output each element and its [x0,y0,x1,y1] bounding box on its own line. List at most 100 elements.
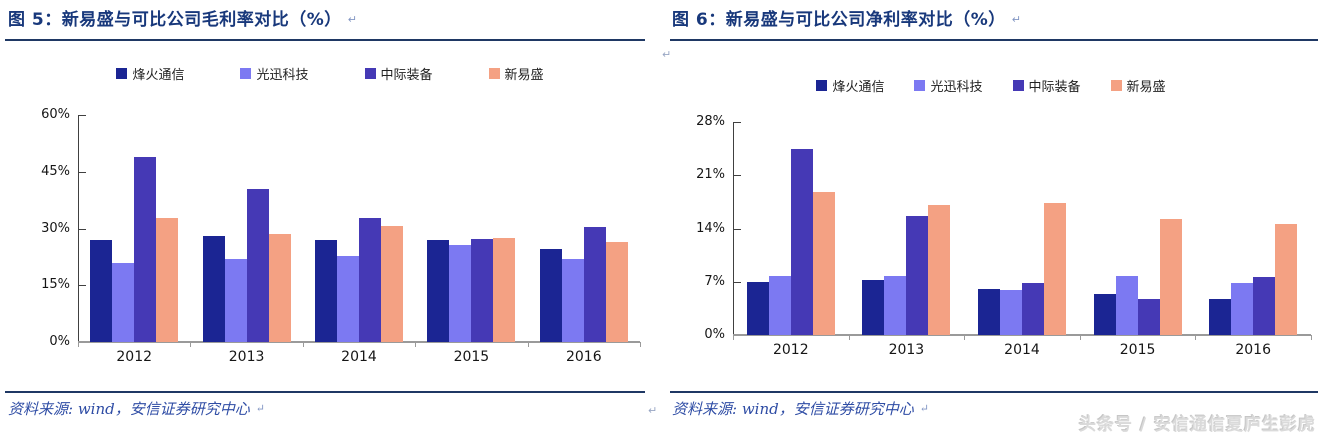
x-category-label: 2015 [1119,342,1156,358]
bar-新易盛-2014 [381,226,403,342]
y-axis-tick [734,175,741,177]
legend-swatch-icon [914,80,926,91]
bar-中际装备-2015 [471,239,494,342]
y-tick-label: 45% [41,163,70,179]
figure-5-label: 图 5： [8,10,62,30]
chart-legend: 烽火通信 光迅科技 中际装备 新易盛 [661,76,1321,95]
bar-烽火通信-2014 [978,289,1000,335]
x-category-label: 2015 [453,349,490,365]
legend-label: 烽火通信 [832,80,885,95]
source-text: 资料来源: wind，安信证券研究中心 [672,400,914,418]
legend-swatch-icon [488,68,500,79]
bar-光迅科技-2015 [1115,275,1138,335]
bar-烽火通信-2016 [539,248,562,342]
bar-中际装备-2013 [906,215,929,335]
bar-中际装备-2012 [134,157,157,342]
figure-6-title-text: 新易盛与可比公司净利率对比（%） [725,10,1006,30]
legend-swatch-icon [816,80,828,91]
x-axis-tick [964,335,965,340]
bar-新易盛-2014 [1044,202,1066,335]
legend-item: 烽火通信 [116,64,184,83]
legend-label: 中际装备 [1028,80,1081,95]
bar-光迅科技-2014 [337,256,359,342]
bar-光迅科技-2012 [112,262,135,342]
legend-item: 光迅科技 [240,64,309,83]
title-divider-line [5,39,645,41]
bar-烽火通信-2014 [315,239,337,342]
bar-新易盛-2012 [156,217,179,342]
legend-label: 新易盛 [1126,80,1166,95]
bar-中际装备-2014 [359,218,381,342]
chart-legend: 烽火通信 光迅科技 中际装备 新易盛 [0,64,660,83]
bar-烽火通信-2013 [202,236,225,342]
x-category-label: 2016 [565,349,602,365]
paragraph-mark-icon: ↵ [662,48,672,61]
source-text: 资料来源: wind，安信证券研究中心 [8,400,250,418]
figure-6-title: 图 6：新易盛与可比公司净利率对比（%） ↵ [672,5,1022,30]
bar-光迅科技-2013 [884,276,907,335]
y-tick-label: 0% [704,327,725,342]
bar-光迅科技-2015 [449,245,472,342]
y-tick-label: 60% [41,107,70,122]
bar-中际装备-2012 [790,148,813,335]
y-tick-label: 30% [41,220,70,236]
x-axis-tick [528,342,529,347]
x-axis-tick [640,342,641,347]
y-axis-tick [79,228,86,230]
y-axis-tick [79,115,86,116]
bar-新易盛-2012 [812,192,835,335]
bar-烽火通信-2015 [427,239,450,342]
legend-label: 中际装备 [380,68,433,83]
legend-item: 光迅科技 [914,76,983,95]
bar-新易盛-2015 [493,238,516,342]
title-divider-line [670,39,1318,41]
x-axis-tick [78,342,79,347]
bar-光迅科技-2012 [768,276,791,335]
bar-中际装备-2016 [583,226,606,342]
legend-swatch-icon [240,68,252,79]
y-axis-line [78,115,79,342]
figure-6-label: 图 6： [672,10,726,30]
plot-area: 0% 7% 14% 21% 28% 2012 2013 2014 2015 2016 [696,114,1312,358]
paragraph-mark-icon: ↵ [1011,13,1022,26]
paragraph-mark-icon: ↵ [347,13,358,26]
bar-烽火通信-2016 [1209,298,1232,335]
x-axis-tick [303,342,304,347]
bar-光迅科技-2016 [561,258,584,342]
y-tick-label: 15% [41,277,70,293]
legend-swatch-icon [1012,80,1024,91]
y-tick-label: 28% [696,114,725,129]
y-axis-tick [734,281,741,283]
x-category-label: 2013 [888,342,925,358]
x-axis-tick [849,335,850,340]
bar-烽火通信-2015 [1093,293,1116,335]
y-axis-tick [734,122,741,123]
paragraph-mark-icon: ↵ [648,404,658,417]
y-tick-label: 7% [704,273,725,289]
figure-5-panel: 图 5：新易盛与可比公司毛利率对比（%） ↵ 烽火通信 光迅科技 中际装备 新易盛 0% 1… [0,0,660,439]
x-axis-tick [1311,335,1312,340]
legend-item: 新易盛 [488,64,544,83]
x-axis-tick [415,342,416,347]
x-axis-tick [1195,335,1196,340]
y-tick-label: 14% [696,220,725,236]
bar-新易盛-2016 [605,242,628,342]
y-axis-line [733,122,734,335]
legend-swatch-icon [1110,80,1122,91]
y-axis-tick [79,171,86,173]
x-category-label: 2014 [341,349,377,365]
bottom-divider-line [670,391,1318,393]
y-tick-label: 0% [49,334,70,349]
bottom-divider-line [5,391,645,393]
legend-item: 烽火通信 [816,76,884,95]
legend-label: 烽火通信 [132,68,185,83]
figure-6-panel: 图 6：新易盛与可比公司净利率对比（%） ↵ ↵ 烽火通信 光迅科技 中际装备 新易盛 0… [661,0,1321,439]
paragraph-mark-icon: ↵ [919,402,929,415]
watermark-text: 头条号 / 安信通信夏庐生彭虎 [1078,415,1316,435]
legend-label: 新易盛 [504,68,544,83]
x-axis-line [78,341,640,343]
bar-烽火通信-2012 [746,281,769,335]
legend-swatch-icon [116,68,128,79]
figure-5-title: 图 5：新易盛与可比公司毛利率对比（%） ↵ [8,5,358,30]
